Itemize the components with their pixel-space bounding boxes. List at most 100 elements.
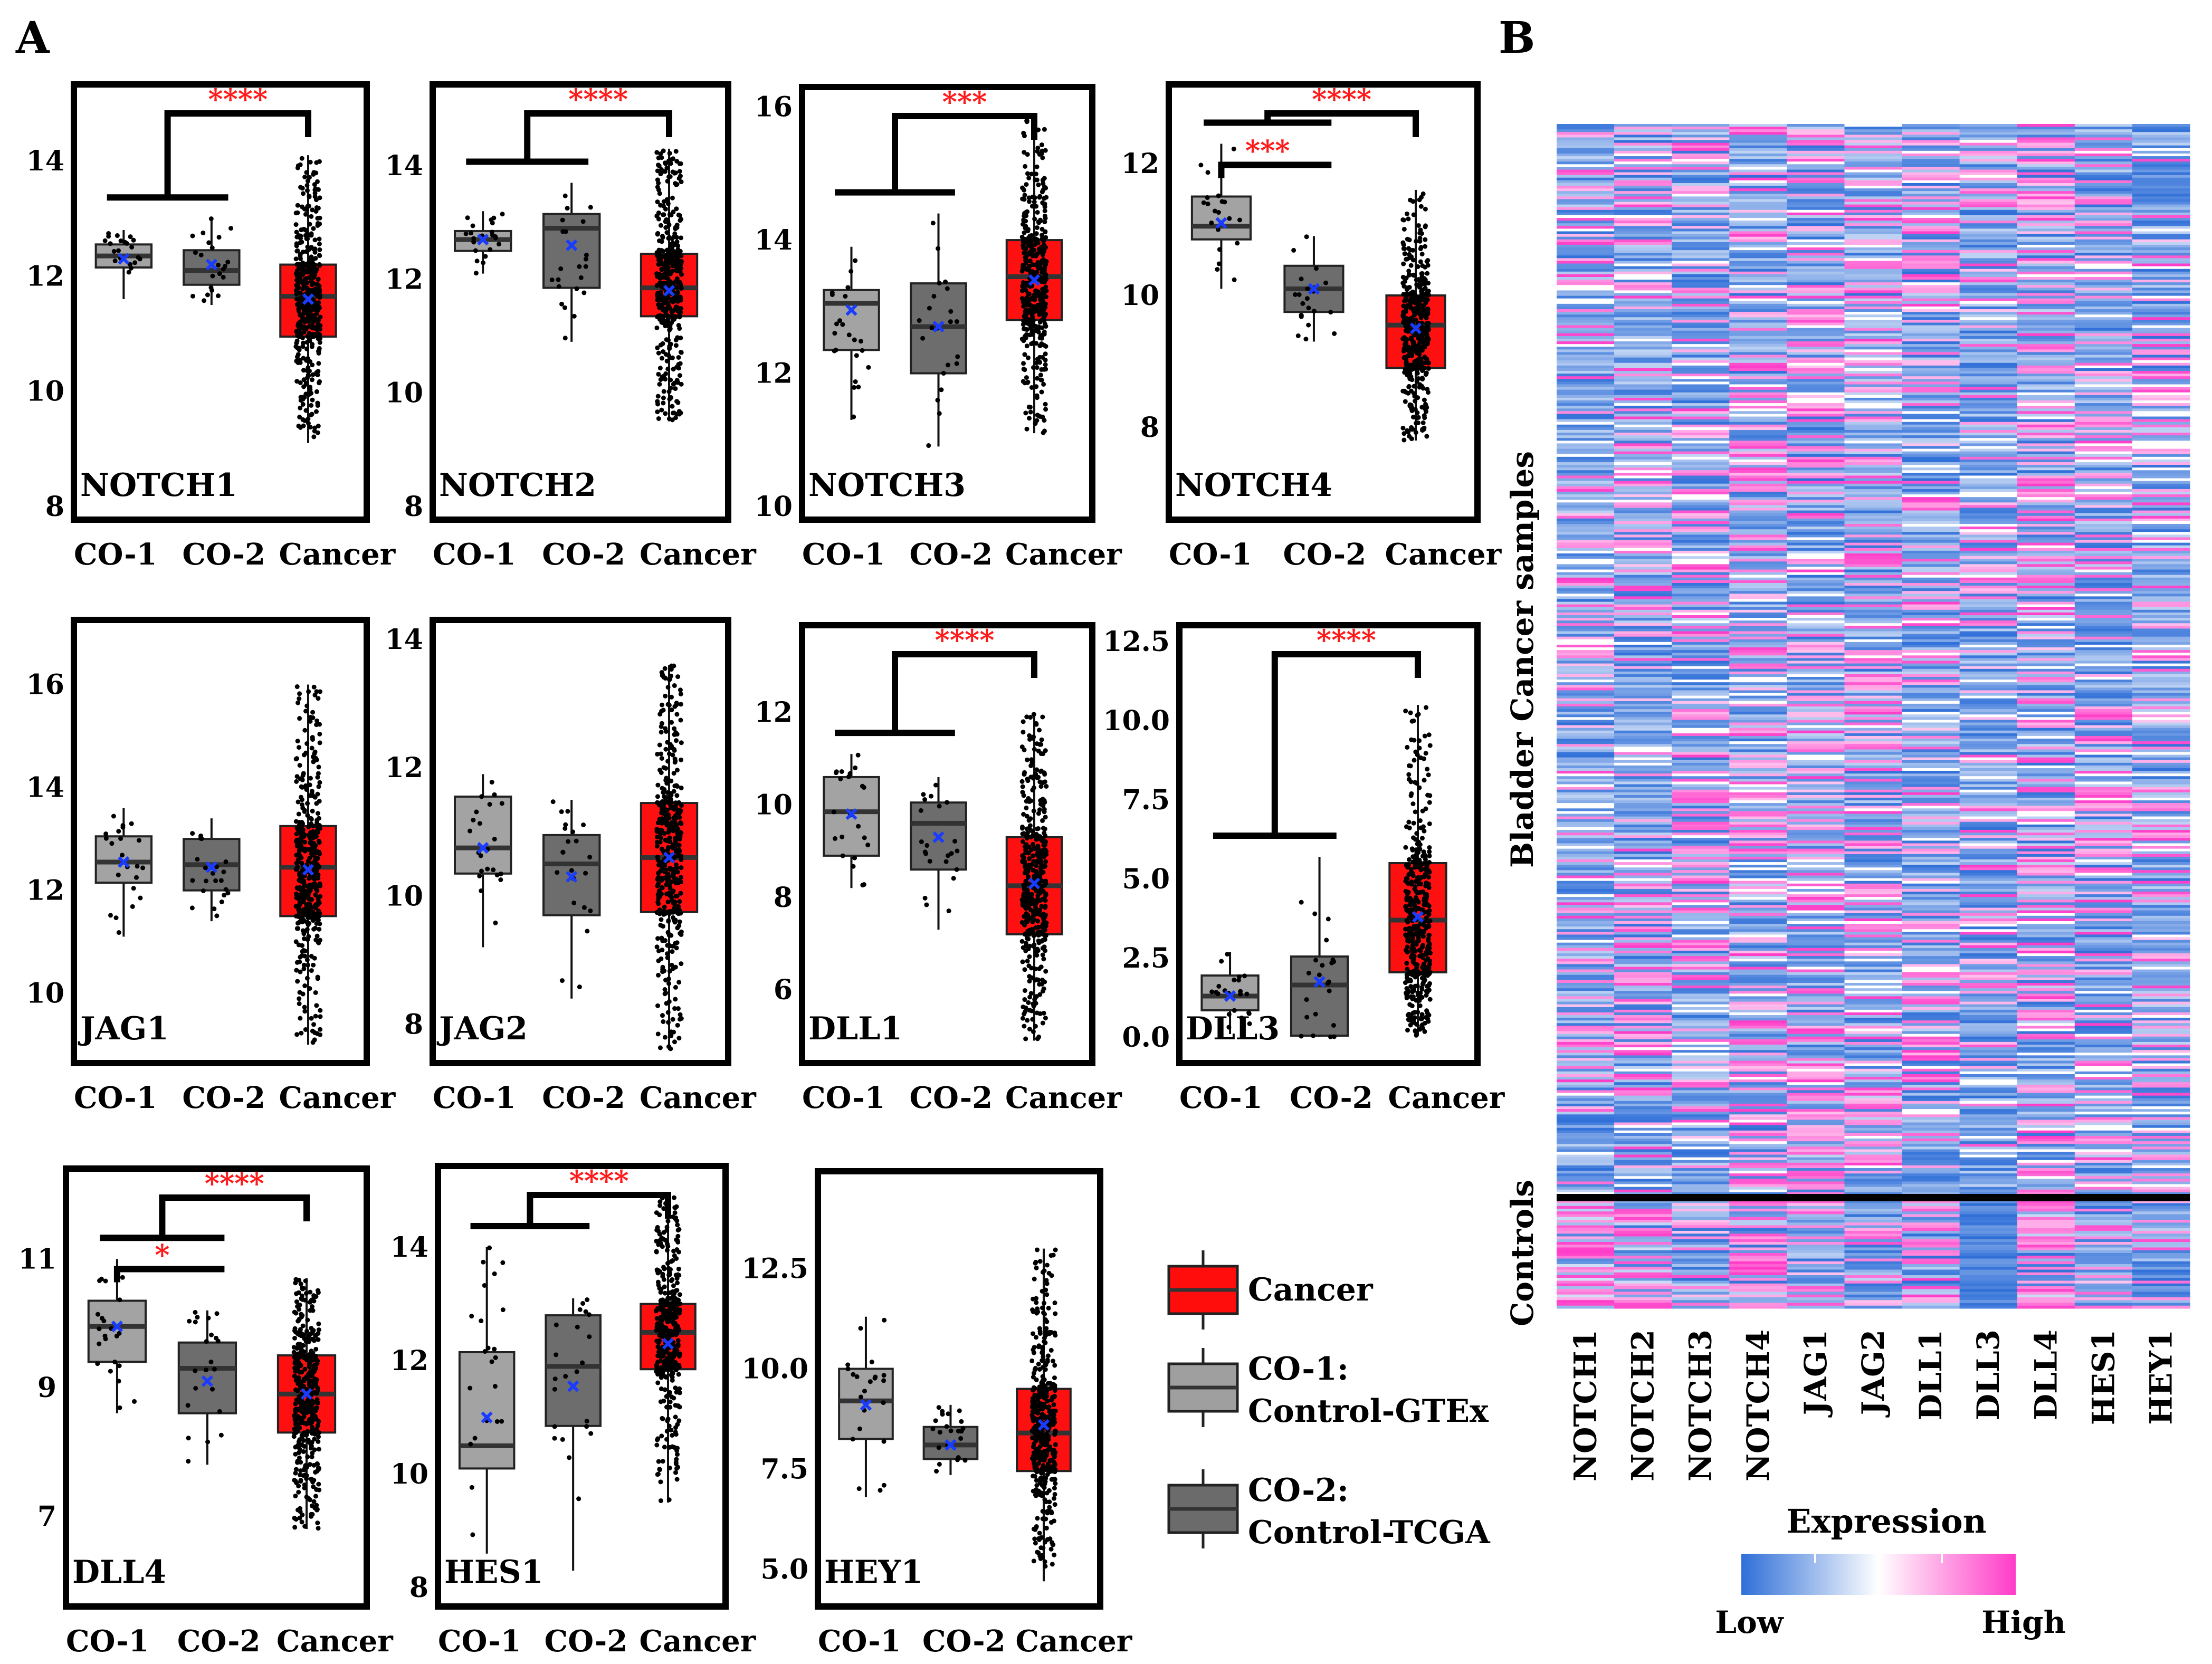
data-point bbox=[1404, 256, 1409, 262]
data-point bbox=[1409, 367, 1414, 372]
data-point bbox=[307, 275, 312, 280]
data-point bbox=[657, 1199, 663, 1204]
data-point bbox=[654, 944, 660, 950]
data-point bbox=[493, 920, 498, 925]
data-point bbox=[300, 344, 306, 349]
data-point bbox=[474, 259, 480, 264]
data-point bbox=[212, 906, 217, 912]
data-point bbox=[1425, 271, 1430, 276]
y-tick-label: 11 bbox=[18, 1243, 56, 1275]
data-point bbox=[318, 1008, 323, 1013]
data-point bbox=[223, 859, 228, 864]
data-point bbox=[674, 1457, 679, 1462]
data-point bbox=[865, 843, 871, 848]
data-point bbox=[674, 1204, 679, 1209]
data-point bbox=[296, 309, 301, 314]
data-point bbox=[1035, 845, 1041, 850]
data-point bbox=[930, 221, 936, 226]
data-point bbox=[665, 366, 671, 371]
data-point bbox=[856, 824, 861, 829]
data-point bbox=[296, 423, 301, 428]
data-point bbox=[307, 782, 312, 788]
data-point bbox=[298, 303, 303, 308]
data-point bbox=[574, 286, 579, 291]
data-point bbox=[317, 195, 322, 200]
data-point bbox=[662, 987, 668, 992]
data-point bbox=[293, 1478, 298, 1484]
data-point bbox=[1043, 302, 1048, 307]
data-point bbox=[1027, 416, 1032, 421]
data-point bbox=[302, 728, 308, 733]
data-point bbox=[312, 955, 317, 961]
data-point bbox=[1417, 197, 1422, 203]
data-point bbox=[1304, 234, 1309, 240]
data-point bbox=[1416, 839, 1422, 845]
data-point bbox=[658, 831, 663, 836]
data-point bbox=[1034, 908, 1040, 914]
data-point bbox=[493, 234, 498, 240]
data-point bbox=[195, 1315, 200, 1320]
y-tick-label: 8 bbox=[409, 1572, 428, 1604]
data-point bbox=[317, 799, 322, 804]
data-point bbox=[674, 1477, 680, 1482]
data-point bbox=[302, 848, 308, 854]
data-point bbox=[310, 397, 315, 403]
data-point bbox=[662, 820, 667, 825]
data-point bbox=[1032, 747, 1037, 752]
data-point bbox=[674, 225, 680, 230]
data-point bbox=[1022, 896, 1027, 901]
data-point bbox=[223, 887, 228, 892]
data-point bbox=[660, 964, 665, 970]
data-point bbox=[301, 340, 306, 346]
data-point bbox=[1025, 291, 1031, 296]
data-point bbox=[294, 1413, 300, 1419]
data-point bbox=[1420, 420, 1426, 425]
data-point bbox=[103, 836, 109, 841]
data-point bbox=[1019, 234, 1025, 240]
data-point bbox=[190, 878, 195, 883]
data-point bbox=[301, 1414, 307, 1419]
data-point bbox=[122, 240, 128, 245]
bracket-line bbox=[1204, 110, 1419, 137]
data-point bbox=[1034, 949, 1039, 954]
data-point bbox=[300, 777, 305, 782]
box-co-1 bbox=[823, 246, 880, 420]
data-point bbox=[552, 1424, 557, 1429]
data-point bbox=[654, 1442, 660, 1448]
data-point bbox=[303, 1472, 308, 1477]
data-point bbox=[1408, 1022, 1413, 1028]
x-tick-label: CO-2 bbox=[1290, 1080, 1373, 1115]
data-point bbox=[1043, 324, 1048, 329]
data-point bbox=[1040, 177, 1045, 183]
data-point bbox=[1036, 811, 1041, 816]
data-point bbox=[293, 1445, 298, 1450]
data-point bbox=[1028, 735, 1033, 741]
data-point bbox=[316, 1288, 321, 1293]
data-point bbox=[1038, 798, 1043, 803]
data-point bbox=[1312, 309, 1317, 314]
data-point bbox=[679, 179, 684, 185]
data-point bbox=[1023, 257, 1028, 263]
data-point bbox=[1406, 777, 1412, 782]
data-point bbox=[549, 277, 555, 282]
data-point bbox=[670, 404, 675, 409]
data-point bbox=[313, 256, 318, 261]
data-point bbox=[1029, 328, 1035, 333]
data-point bbox=[560, 1437, 565, 1442]
data-point bbox=[312, 237, 318, 243]
data-point bbox=[1038, 769, 1043, 774]
data-point bbox=[667, 1362, 672, 1367]
data-point bbox=[832, 331, 837, 336]
data-point bbox=[1021, 322, 1026, 327]
data-point bbox=[676, 212, 681, 217]
data-point bbox=[304, 1421, 309, 1427]
data-point bbox=[660, 302, 665, 307]
data-point bbox=[585, 929, 590, 934]
data-point bbox=[1022, 997, 1027, 1002]
data-point bbox=[1405, 368, 1410, 373]
data-point bbox=[309, 745, 314, 751]
data-point bbox=[862, 1389, 867, 1394]
data-point bbox=[1416, 376, 1421, 381]
data-point bbox=[487, 802, 492, 807]
